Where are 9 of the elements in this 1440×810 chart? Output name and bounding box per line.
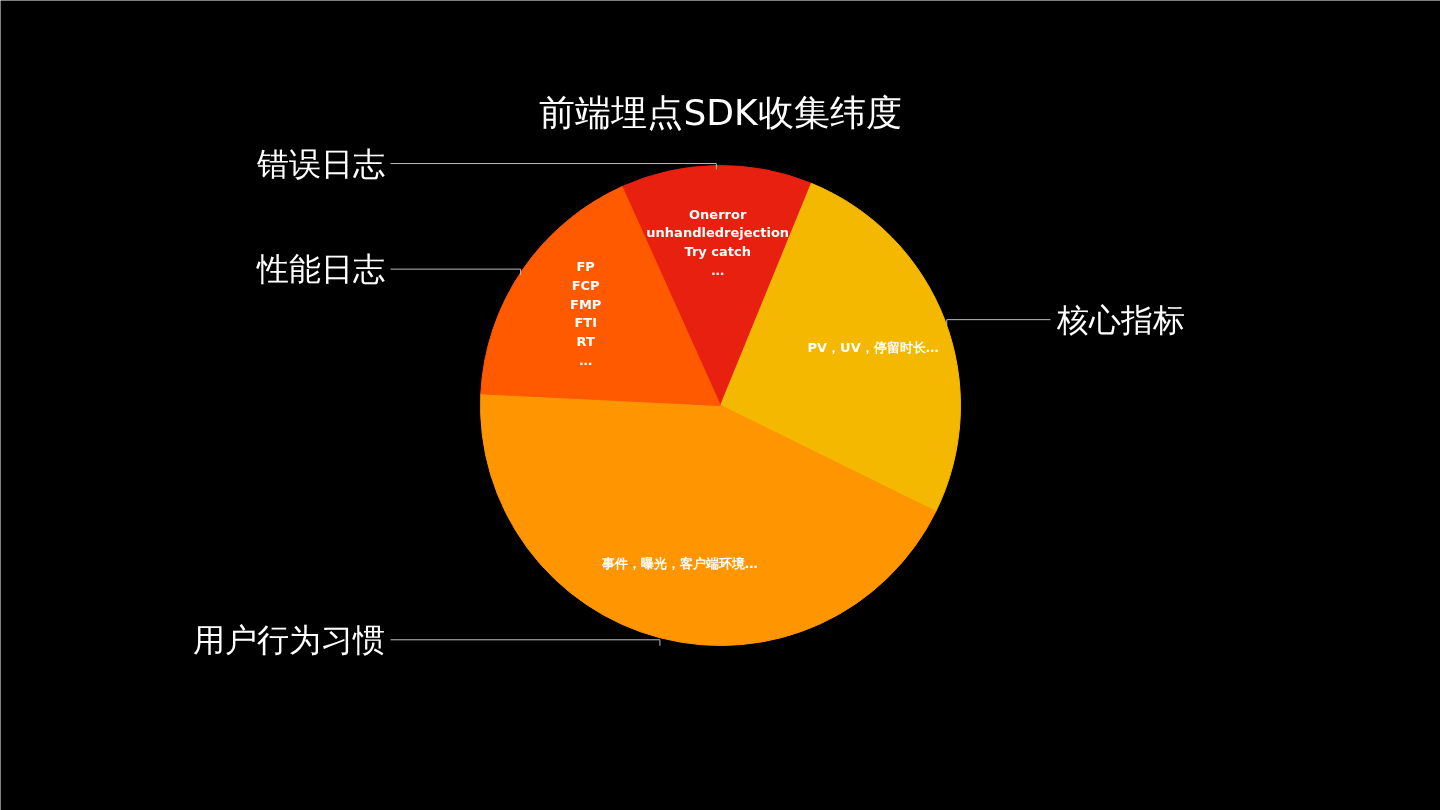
slice-label: 性能日志 [255,250,385,289]
text: 事件，曝光，客户端环境… [600,556,758,571]
chart-title: 前端埋点SDK收集纬度 [539,92,902,133]
text: Onerror unhandledrejection Try catch … [646,206,790,278]
slice-label: 核心指标 [1055,300,1185,339]
text: PV，UV，停留时长… [807,340,939,356]
text: FP FCP FMP FTI RT … [570,259,602,368]
slice-label: 用户行为习惯 [192,620,385,659]
slice-label: 错误日志 [255,144,385,183]
